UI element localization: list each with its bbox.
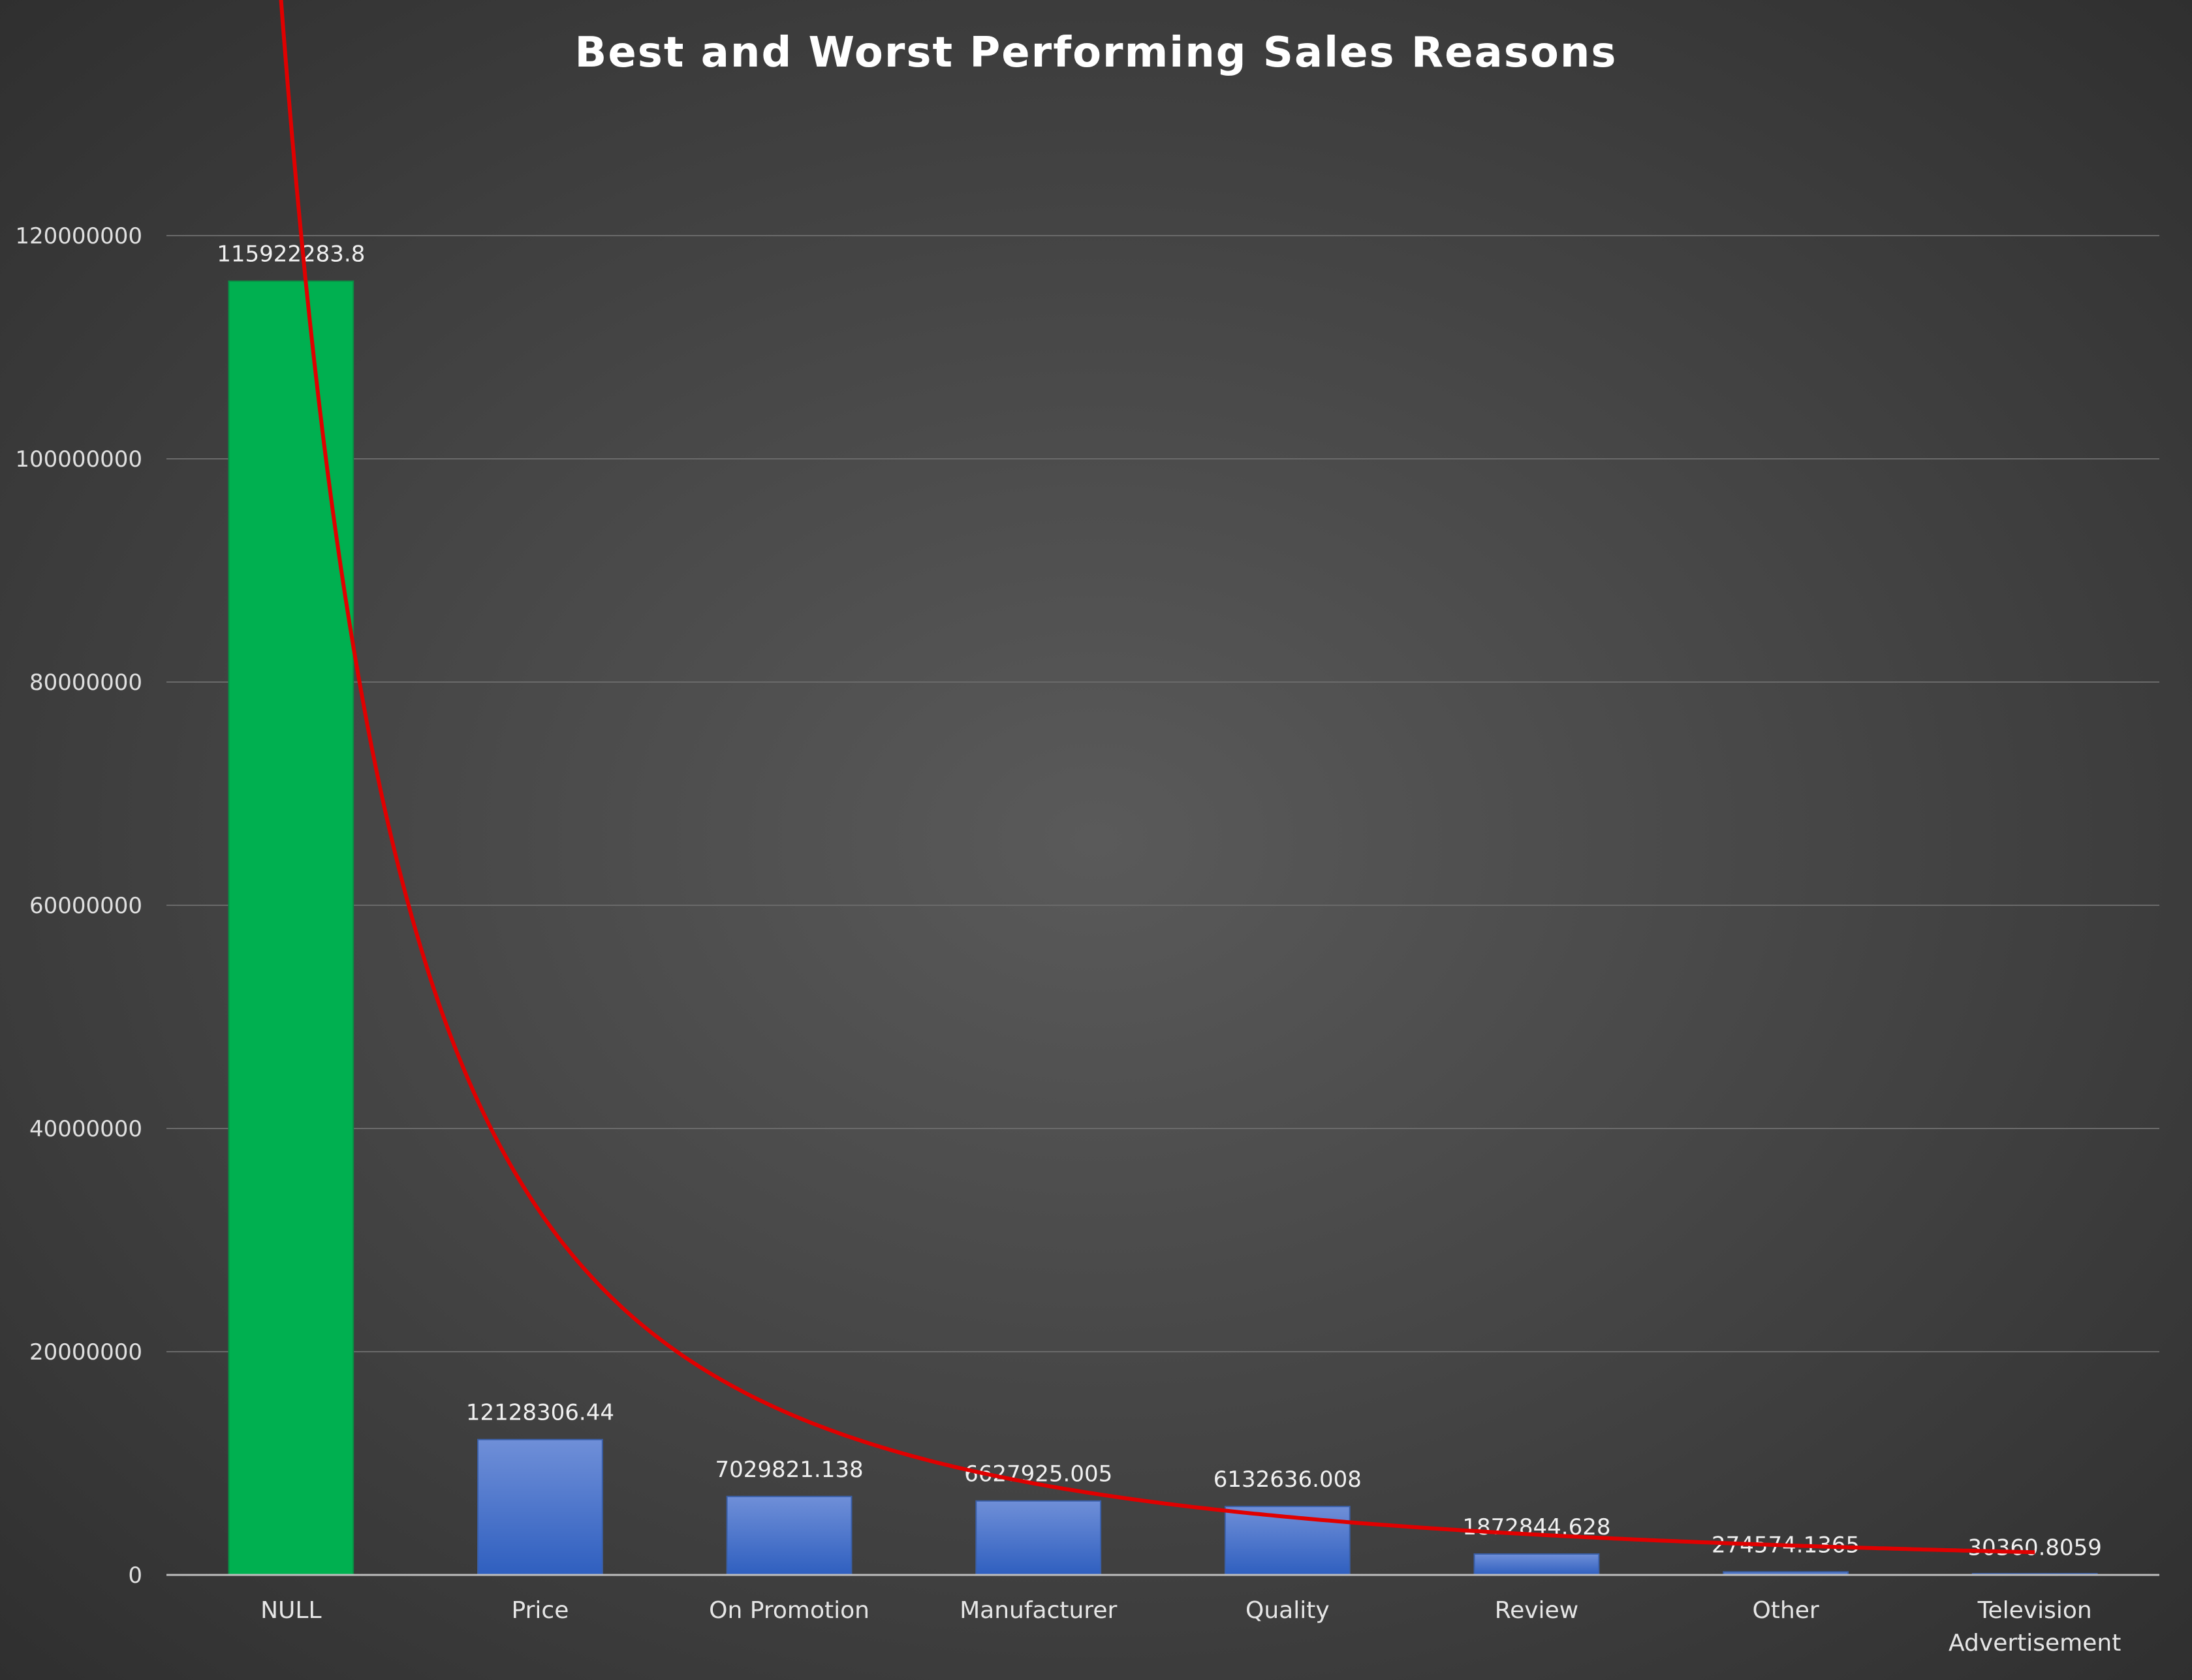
x-tick-label: Quality (1245, 1597, 1330, 1624)
bar (478, 1440, 603, 1575)
x-tick-label: Price (512, 1597, 569, 1624)
bar (976, 1501, 1101, 1575)
x-tick-label: Review (1495, 1597, 1578, 1624)
x-tick-label: On Promotion (709, 1597, 869, 1624)
data-label: 12128306.44 (466, 1400, 614, 1426)
bar (1475, 1554, 1599, 1575)
bars (228, 281, 2097, 1575)
data-label: 30360.8059 (1967, 1534, 2102, 1561)
x-axis-labels: NULL Price On Promotion Manufacturer Quality… (260, 1597, 2121, 1657)
x-tick-label: Television Advertisement (1949, 1597, 2121, 1657)
gridlines (166, 236, 2159, 1352)
x-tick-label: Other (1752, 1597, 1819, 1624)
x-tick-label: Manufacturer (960, 1597, 1117, 1624)
bar (228, 281, 353, 1575)
y-tick-label: 100000000 (15, 446, 142, 473)
y-tick-label: 20000000 (29, 1339, 142, 1365)
trendline (261, 0, 2035, 1552)
y-tick-label: 120000000 (15, 223, 142, 249)
y-tick-label: 40000000 (29, 1116, 142, 1142)
y-axis-ticks: 0 20000000 40000000 60000000 80000000 1000000… (15, 223, 142, 1589)
y-tick-label: 80000000 (29, 670, 142, 696)
chart-title: Best and Worst Performing Sales Reasons (575, 29, 1618, 77)
y-tick-label: 0 (128, 1563, 142, 1589)
x-tick-label: NULL (260, 1597, 321, 1624)
data-label: 115922283.8 (217, 241, 365, 268)
y-tick-label: 60000000 (29, 893, 142, 919)
data-label: 6132636.008 (1213, 1467, 1362, 1493)
bar (727, 1497, 852, 1575)
data-label: 7029821.138 (715, 1457, 863, 1483)
